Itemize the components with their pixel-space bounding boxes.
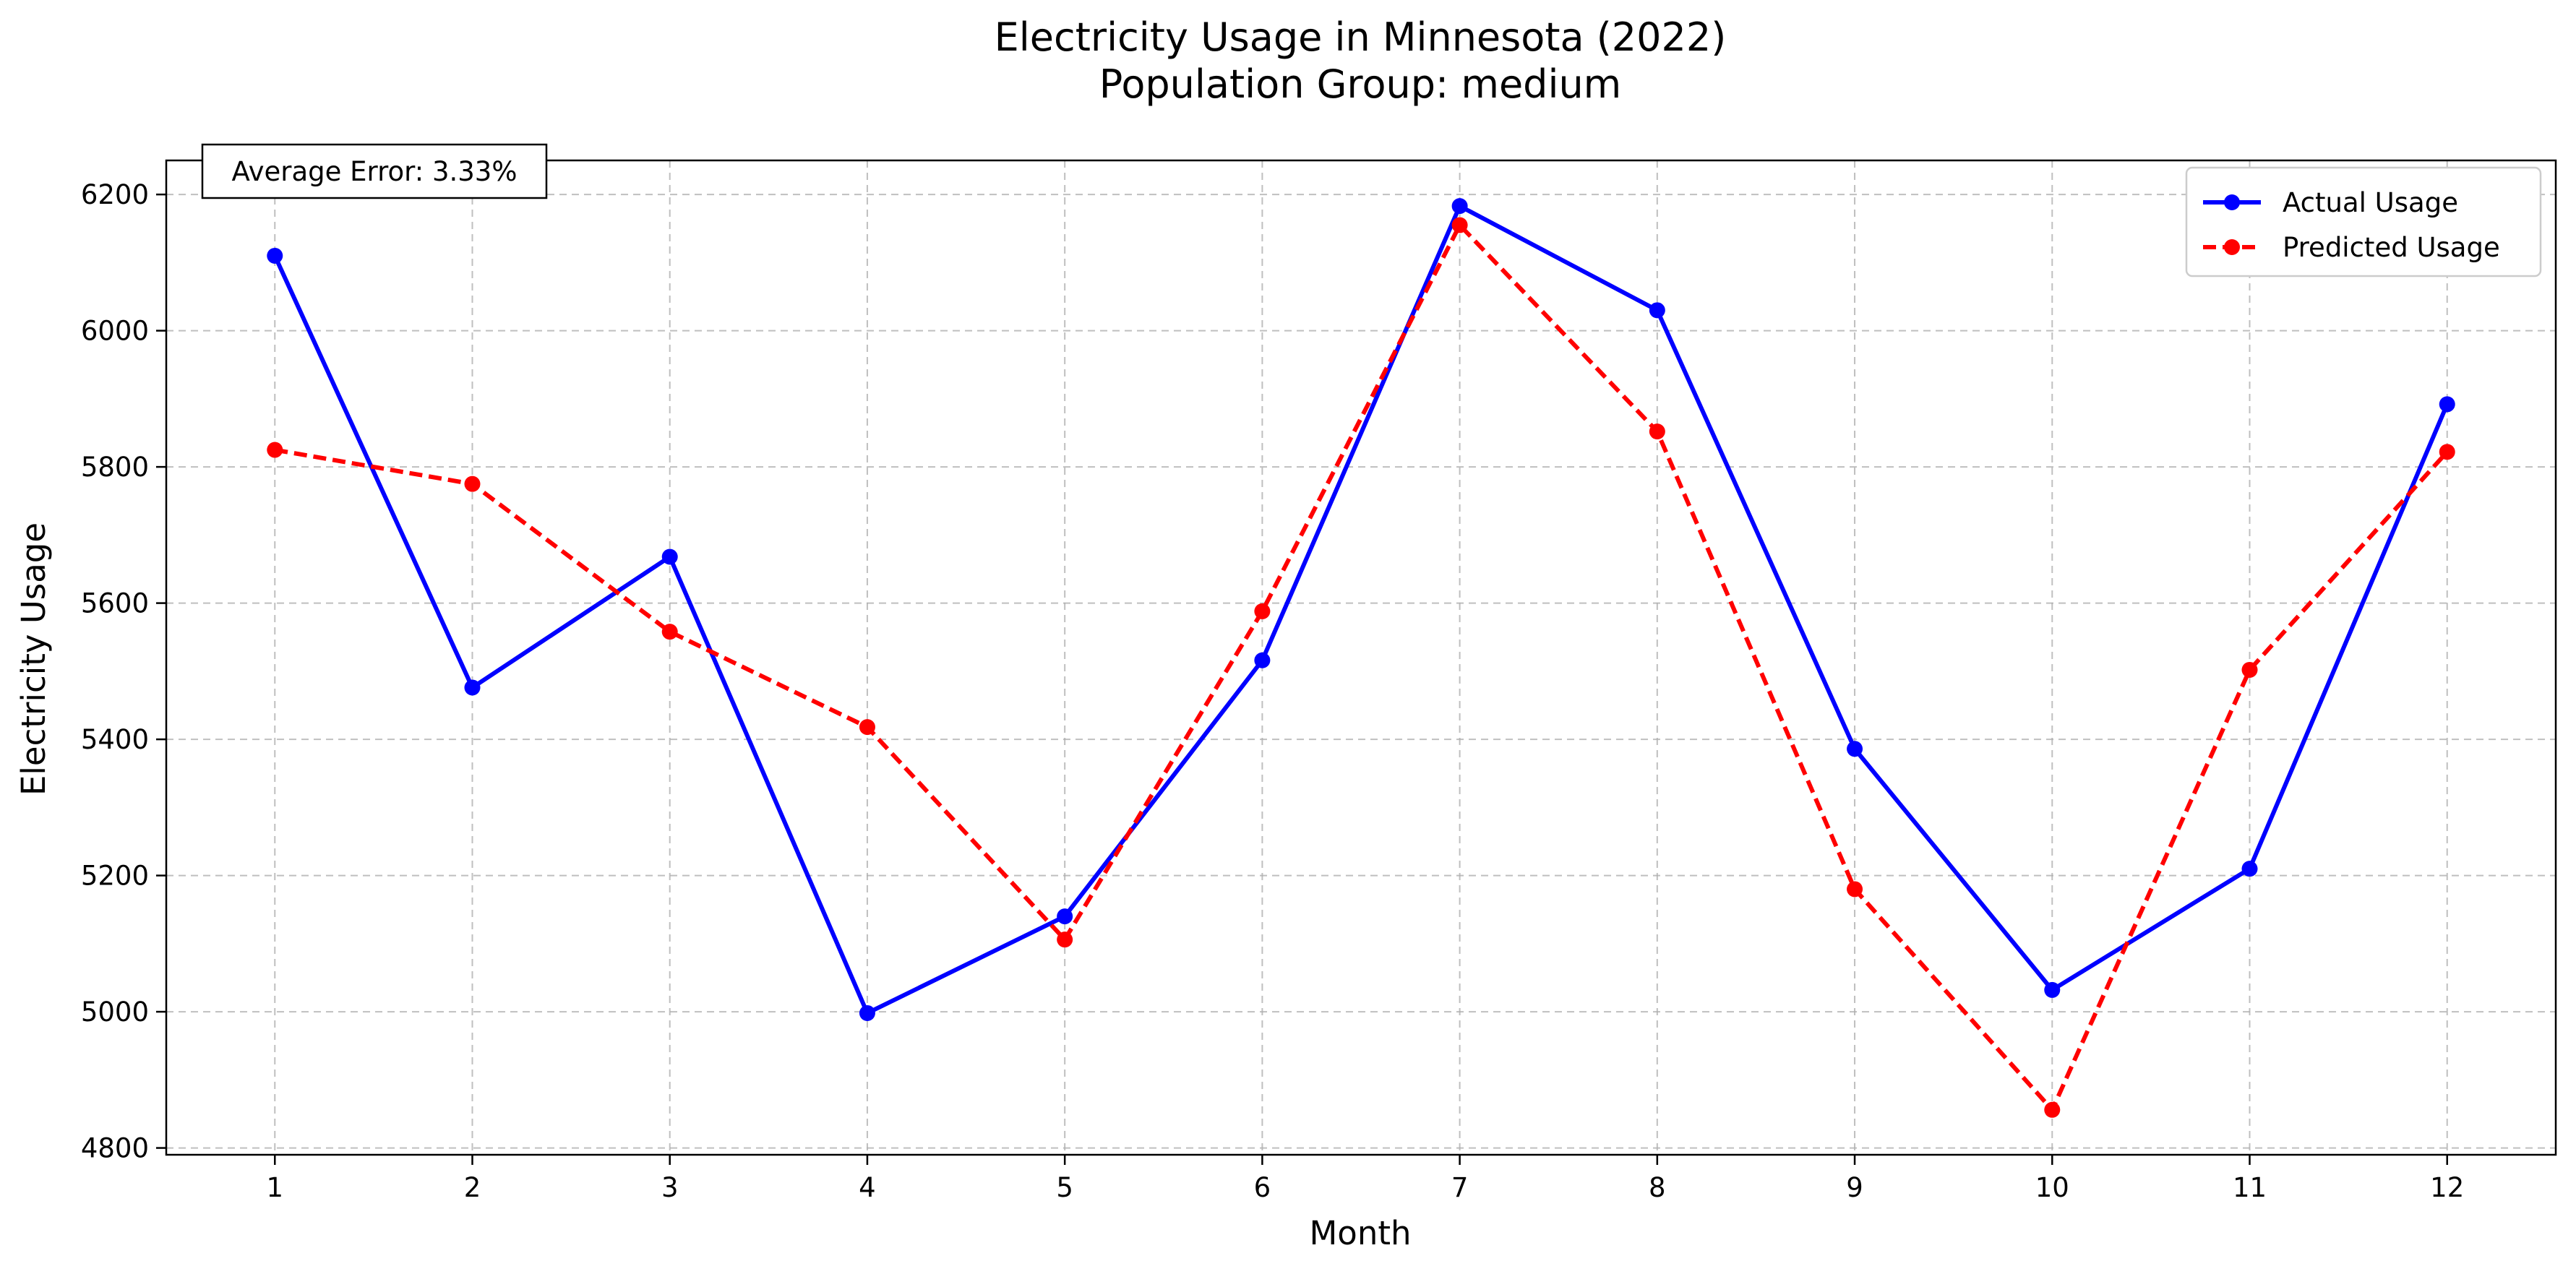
chart-subtitle: Population Group: medium <box>1099 61 1622 107</box>
x-tick-label: 3 <box>661 1172 679 1203</box>
data-point <box>2439 444 2455 460</box>
x-tick-label: 2 <box>464 1172 481 1203</box>
series-layer <box>267 198 2455 1118</box>
data-point <box>1254 603 1271 619</box>
x-tick-label: 6 <box>1254 1172 1271 1203</box>
plot-frame <box>165 159 2557 1156</box>
data-point <box>464 475 481 492</box>
x-tick-label: 4 <box>859 1172 876 1203</box>
data-point <box>1057 908 1073 925</box>
data-point <box>1451 198 1468 215</box>
data-point <box>1847 881 1863 898</box>
y-tick-label: 5200 <box>81 861 149 892</box>
series-line <box>272 204 2450 1015</box>
x-tick-label: 7 <box>1451 1172 1469 1203</box>
data-point <box>464 679 481 696</box>
grid-lines <box>166 160 2556 1155</box>
x-tick-label: 10 <box>2035 1172 2069 1203</box>
chart-title: Electricity Usage in Minnesota (2022) <box>995 14 1727 60</box>
legend: Actual Usage Predicted Usage <box>2185 166 2542 277</box>
y-tick-label: 5600 <box>81 588 149 619</box>
data-point <box>2044 981 2061 998</box>
y-tick-label: 5800 <box>81 452 149 483</box>
data-point <box>1649 423 1665 440</box>
y-tick-label: 5000 <box>81 997 149 1028</box>
legend-label-predicted: Predicted Usage <box>2283 232 2500 263</box>
data-point <box>2241 861 2258 877</box>
data-point <box>859 1004 875 1021</box>
y-tick-label: 6200 <box>81 179 149 210</box>
y-axis-label: Electricity Usage <box>14 522 53 796</box>
data-point <box>859 719 875 736</box>
data-point <box>1254 652 1271 668</box>
data-point <box>2241 661 2258 678</box>
error-annotation: Average Error: 3.33% <box>201 143 548 199</box>
series-actual <box>267 198 2455 1021</box>
x-tick-label: 12 <box>2430 1172 2464 1203</box>
x-tick-label: 8 <box>1649 1172 1666 1203</box>
x-tick-label: 5 <box>1056 1172 1073 1203</box>
legend-box <box>2185 166 2542 277</box>
legend-label-actual: Actual Usage <box>2283 187 2458 218</box>
data-point <box>1057 931 1073 948</box>
series-line <box>274 223 2449 1112</box>
data-point <box>1451 217 1468 233</box>
data-point <box>661 624 678 640</box>
annotation-box <box>201 143 548 199</box>
data-point <box>2439 396 2455 413</box>
annotation-text: Average Error: 3.33% <box>231 156 517 187</box>
data-point <box>2044 1101 2061 1118</box>
y-tick-label: 6000 <box>81 316 149 347</box>
x-axis-label: Month <box>1309 1214 1411 1252</box>
axes: 1 2 3 4 5 6 7 8 9 10 11 124800500052005400560058006… <box>81 159 2557 1203</box>
legend-marker-predicted <box>2224 239 2240 255</box>
data-point <box>1847 741 1863 757</box>
legend-marker-actual <box>2224 194 2240 210</box>
y-tick-label: 4800 <box>81 1133 149 1164</box>
x-tick-label: 1 <box>266 1172 283 1203</box>
x-tick-label: 9 <box>1846 1172 1863 1203</box>
data-point <box>661 548 678 565</box>
y-tick-label: 5400 <box>81 724 149 755</box>
data-point <box>267 442 283 458</box>
data-point <box>267 247 283 264</box>
data-point <box>1649 302 1665 319</box>
series-predicted <box>267 217 2455 1118</box>
x-tick-label: 11 <box>2233 1172 2267 1203</box>
